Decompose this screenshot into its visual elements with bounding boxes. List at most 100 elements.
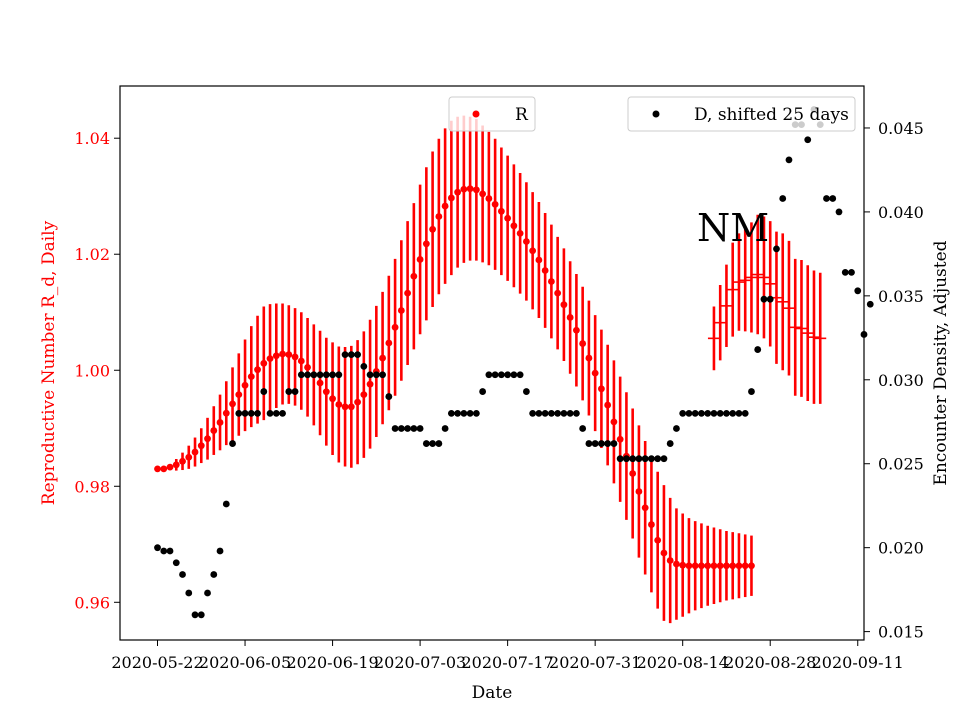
y-left-tick-label: 1.02 [74,245,110,264]
y-right-tick-label: 0.045 [878,119,924,138]
data-point [685,409,693,417]
data-point [197,442,205,450]
data-point [172,559,180,567]
data-point [723,562,730,570]
x-tick-label: 2020-07-31 [549,653,641,672]
data-point [629,470,637,477]
data-point [560,409,568,417]
x-axis-label: Date [472,683,513,703]
data-point [335,401,343,408]
x-axis: 2020-05-222020-06-052020-06-192020-07-03… [111,640,904,672]
data-point [635,488,643,495]
data-point [529,409,537,417]
data-point [397,425,405,432]
data-point [479,190,487,198]
data-point [673,425,680,432]
data-point [648,455,655,463]
data-point [585,354,593,362]
data-point [360,391,368,399]
data-point [804,136,812,144]
data-point [679,561,687,569]
data-point [172,461,180,469]
data-point [154,465,161,473]
data-point [835,208,843,216]
data-point [285,388,293,395]
data-point [316,379,324,387]
data-point [616,455,624,463]
data-point [854,287,862,295]
data-point [779,195,787,202]
data-point [422,440,430,447]
data-point [598,385,605,393]
data-point [154,544,161,552]
data-point [610,418,618,426]
y-right-tick-label: 0.035 [878,287,924,306]
data-point [510,222,518,230]
data-point [841,268,849,276]
data-point [729,562,737,570]
data-point [641,504,649,512]
data-point [547,409,555,417]
data-point [229,400,236,408]
data-point [185,453,193,461]
data-point [454,188,462,196]
data-point [279,350,286,358]
data-point [710,562,718,570]
data-point [516,371,524,379]
legend-marker-d [652,110,660,118]
y-left-tick-label: 1.04 [74,129,110,148]
data-point [479,388,487,395]
data-point [347,351,355,359]
legend-right-box [627,96,856,132]
data-point [372,371,380,379]
data-point [710,409,718,417]
data-point [491,200,499,208]
data-point [341,351,349,359]
data-point [485,371,493,379]
x-tick-label: 2020-07-03 [374,653,466,672]
data-point [497,371,505,379]
data-point [566,409,574,417]
data-point [379,371,386,379]
data-point [660,549,668,557]
legend-label-r: R [515,105,529,125]
data-point [654,455,662,463]
data-point [716,562,724,570]
y-left-tick-label: 1.00 [74,361,110,380]
data-point [460,409,468,417]
data-point [510,371,518,379]
y-right-tick-label: 0.015 [878,623,924,642]
x-tick-label: 2020-05-22 [111,653,203,672]
data-point [291,353,299,361]
data-point [666,440,674,447]
data-point [704,409,712,417]
y-axis-left-label: Reproductive Number R_d, Daily [39,220,59,505]
data-point [785,156,793,164]
data-point [410,425,418,432]
data-point [216,419,224,426]
data-point [385,339,393,347]
data-point [229,440,236,447]
data-point [654,536,662,544]
data-point [748,562,755,570]
data-point [535,256,543,264]
data-point [210,571,218,578]
data-point [279,409,286,417]
data-point [648,521,655,528]
data-point [566,314,574,321]
data-point [447,194,455,202]
data-point [504,371,512,379]
data-point [441,202,449,210]
data-point [604,440,612,447]
data-point [698,409,705,417]
data-point [210,427,218,434]
data-point [191,611,199,619]
data-point [216,547,224,555]
y-right-tick-label: 0.040 [878,203,924,222]
plot-frame [119,85,865,641]
data-point [354,398,361,406]
data-point [379,354,386,362]
data-point [604,401,612,409]
y-right-tick-label: 0.030 [878,371,924,390]
data-point [329,371,336,379]
